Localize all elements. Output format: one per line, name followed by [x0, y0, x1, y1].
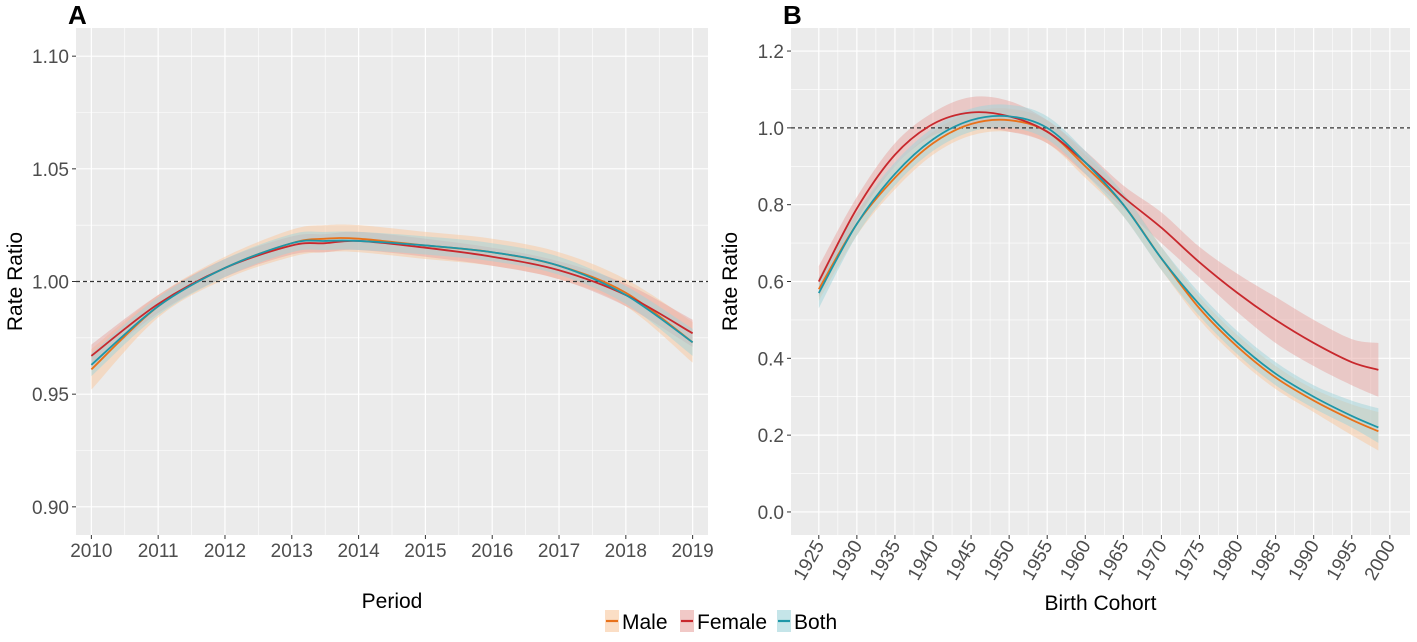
panel-a-y-tick-label: 1.05 [32, 160, 69, 181]
panel-b-y-tick-label: 0.0 [758, 503, 784, 524]
panel-a-x-tick-label: 2016 [471, 541, 513, 562]
panel-a-x-tick-label: 2019 [671, 541, 713, 562]
panel-a-y-tick-label: 1.00 [32, 273, 69, 294]
panel-b-x-tick-label: 1930 [828, 537, 867, 584]
panel-b-x-tick-label: 1985 [1247, 537, 1286, 584]
panel-b-band-female [818, 96, 1379, 397]
panel-b-y-tick-label: 1.2 [758, 42, 784, 63]
panel-b-x-tick-label: 1940 [904, 537, 943, 584]
panel-b-line-female [817, 111, 1379, 371]
legend-label-female: Female [697, 611, 767, 634]
panel-b-x-tick-label: 1980 [1209, 537, 1248, 584]
panel-a-x-tick-label: 2017 [538, 541, 580, 562]
panel-a-y-tick-label: 0.90 [32, 498, 69, 519]
panel-a-x-tick-label: 2018 [605, 541, 647, 562]
panel-a-x-tick-label: 2015 [404, 541, 446, 562]
panel-b-line-male [818, 118, 1379, 433]
panel-b-x-tick-label: 1970 [1132, 537, 1171, 584]
panel-a-x-tick-label: 2010 [70, 541, 112, 562]
panel-a-y-tick-label: 1.10 [32, 47, 69, 68]
panel-b-x-tick-label: 1960 [1056, 537, 1095, 584]
panel-a: 0.90 0.95 1.00 1.05 1.10 2010 2011 2012 2013 2014… [4, 0, 714, 613]
panel-a-x-axis-title: Period [362, 590, 423, 613]
panel-b: 0.0 0.2 0.4 0.6 0.8 1.0 1.2 1925193019351940194… [719, 0, 1410, 615]
legend-key-male: Male [605, 610, 668, 634]
panel-b-y-tick-label: 0.2 [758, 426, 784, 447]
panel-b-x-tick-label: 1950 [980, 537, 1019, 584]
legend-label-both: Both [794, 611, 837, 634]
panel-a-x-tick-label: 2014 [337, 541, 380, 562]
panel-b-x-tick-label: 1965 [1094, 537, 1133, 584]
panel-b-y-tick-label: 0.4 [758, 349, 785, 370]
panel-b-x-tick-label: 1990 [1285, 537, 1324, 584]
panel-b-x-tick-label: 2000 [1361, 537, 1400, 584]
panel-b-y-tick-label: 0.8 [758, 196, 784, 217]
panel-b-x-tick-label: 1995 [1323, 537, 1362, 584]
legend-key-female: Female [680, 610, 767, 634]
panel-a-band-both [91, 231, 693, 377]
panel-b-x-tick-label: 1945 [942, 537, 981, 584]
panel-b-line-both [818, 114, 1379, 429]
panel-a-y-axis-title: Rate Ratio [4, 232, 27, 331]
panel-a-x-tick-label: 2011 [138, 541, 179, 562]
panel-b-x-tick-label: 1955 [1018, 537, 1057, 584]
panel-b-label: B [783, 0, 802, 30]
panel-b-band-both [818, 104, 1379, 443]
panel-b-x-tick-label: 1935 [866, 537, 905, 584]
panel-b-x-tick-label: 1925 [790, 537, 829, 584]
panel-a-label: A [68, 0, 87, 30]
legend: Male Female Both [605, 610, 837, 634]
panel-b-y-axis-title: Rate Ratio [719, 232, 742, 331]
panel-a-x-tick-label: 2013 [271, 541, 313, 562]
legend-key-both: Both [777, 610, 837, 634]
panel-b-x-axis-title: Birth Cohort [1044, 592, 1156, 615]
panel-b-y-tick-label: 0.6 [758, 273, 784, 294]
panel-a-line-both [90, 239, 694, 366]
panel-a-x-tick-label: 2012 [204, 541, 246, 562]
panel-b-y-tick-label: 1.0 [758, 119, 784, 140]
panel-a-y-tick-label: 0.95 [32, 385, 69, 406]
legend-label-male: Male [622, 611, 668, 634]
panel-b-x-tick-label: 1975 [1170, 537, 1209, 584]
